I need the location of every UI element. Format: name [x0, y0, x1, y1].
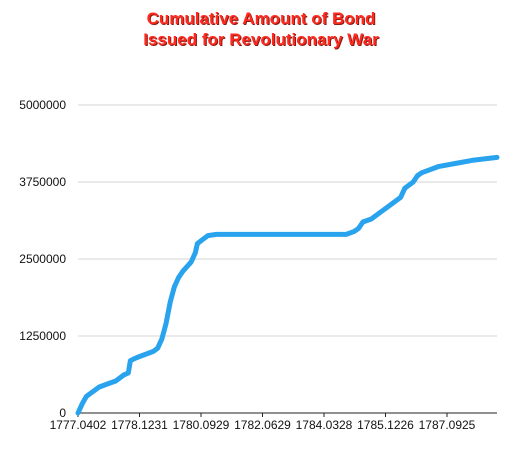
x-tick-label: 1780.0929 [173, 418, 230, 432]
chart-title-line-2: Issued for Revolutionary War [143, 30, 379, 49]
x-tick-label: 1785.1226 [357, 418, 414, 432]
y-tick-label: 0 [59, 406, 66, 420]
y-axis-ticks: 0 1250000 2500000 3750000 5000000 [19, 98, 66, 420]
x-tick-label: 1787.0925 [419, 418, 476, 432]
series-line [75, 154, 500, 416]
x-axis-ticks: 1777.0402 1778.1231 1780.0929 1782.0629 1784… [50, 413, 476, 432]
chart-title: Cumulative Amount of Bond Issued for Rev… [0, 8, 522, 50]
x-tick-label: 1782.0629 [234, 418, 291, 432]
y-tick-label: 1250000 [19, 329, 66, 343]
chart-title-line-1: Cumulative Amount of Bond [146, 9, 376, 28]
y-tick-label: 5000000 [19, 98, 66, 112]
y-tick-label: 3750000 [19, 175, 66, 189]
x-tick-label: 1777.0402 [50, 418, 107, 432]
x-tick-label: 1778.1231 [111, 418, 168, 432]
y-tick-label: 2500000 [19, 252, 66, 266]
series-lines [75, 154, 500, 416]
x-tick-label: 1784.0328 [296, 418, 353, 432]
gridlines [78, 104, 497, 337]
